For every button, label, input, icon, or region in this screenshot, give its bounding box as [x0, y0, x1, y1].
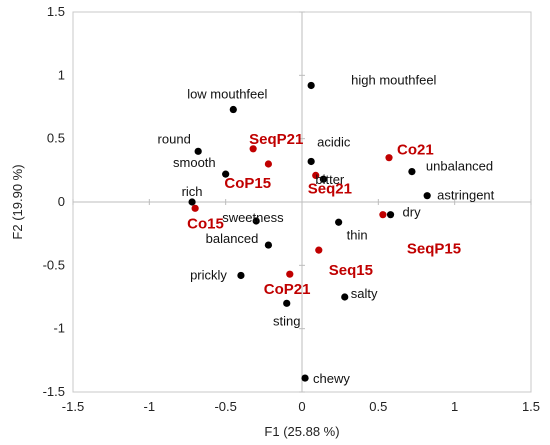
attribute-label-dry: dry: [403, 205, 422, 220]
attribute-point-rich: [188, 198, 196, 206]
attribute-point-balanced: [264, 241, 273, 249]
x-axis-title: F1 (25.88 %): [264, 424, 339, 439]
attribute-point-dry: [386, 211, 395, 219]
tick-labels: -1.5 -1 -0.5 0 0.5 1 1.5 -1.5 -1 -0.5 0 0.5 1 1.5: [43, 4, 540, 414]
sample-point-seq21: [312, 171, 320, 179]
attribute-point-chewy: [301, 374, 309, 382]
axes: [72, 11, 532, 393]
sample-point-cop15: [264, 160, 273, 168]
attribute-label-astringent: astringent: [437, 188, 494, 203]
x-tick-label: 1: [451, 399, 458, 414]
attribute-point-low-mouthfeel: [229, 105, 237, 114]
attribute-label-thin: thin: [347, 227, 368, 242]
x-tick-label: 0.5: [369, 399, 387, 414]
attribute-point-bitter: [319, 175, 327, 183]
attribute-label-acidic: acidic: [317, 134, 351, 149]
attribute-label-high-mouthfeel: high mouthfeel: [351, 72, 436, 87]
attribute-label-bitter: bitter: [315, 172, 345, 187]
y-tick-label: 1.5: [47, 4, 65, 19]
sample-label-co15: Co15: [187, 215, 224, 232]
sample-label-seqp15: SeqP15: [407, 241, 461, 258]
attribute-point-acidic: [307, 157, 315, 166]
sample-label-cop15: CoP15: [224, 175, 271, 192]
attribute-label-salty: salty: [351, 286, 378, 301]
attribute-point-prickly: [237, 271, 245, 280]
y-tick-label: -0.5: [43, 257, 65, 272]
sample-label-seq15: Seq15: [329, 262, 373, 279]
attribute-point-sting: [283, 299, 291, 307]
sample-point-co21: [385, 154, 393, 162]
attribute-label-balanced: balanced: [206, 231, 259, 246]
attribute-label-sting: sting: [273, 313, 300, 328]
attribute-label-chewy: chewy: [313, 371, 350, 386]
attribute-point-smooth: [222, 170, 230, 178]
attribute-point-unbalanced: [408, 168, 416, 176]
attribute-point-round: [194, 147, 202, 155]
attribute-point-salty: [341, 293, 349, 301]
attribute-label-rich: rich: [182, 184, 203, 199]
attribute-point-astringent: [423, 192, 431, 200]
sample-label-seqp21: SeqP21: [249, 131, 303, 148]
attribute-point-thin: [335, 218, 343, 226]
x-tick-label: -0.5: [214, 399, 236, 414]
sample-point-seqp15: [379, 211, 387, 219]
sample-label-co21: Co21: [397, 142, 434, 159]
x-tick-label: 1.5: [522, 399, 540, 414]
attribute-label-low-mouthfeel: low mouthfeel: [187, 87, 267, 102]
attribute-label-prickly: prickly: [190, 267, 227, 282]
sample-point-seqp21: [249, 145, 257, 153]
y-tick-label: 1: [58, 67, 65, 82]
attribute-label-smooth: smooth: [173, 155, 216, 170]
attribute-point-high-mouthfeel: [307, 81, 315, 90]
sample-label-cop21: CoP21: [264, 281, 311, 298]
sample-point-cop21: [286, 270, 294, 278]
x-tick-label: -1.5: [62, 399, 84, 414]
attribute-label-unbalanced: unbalanced: [426, 159, 493, 174]
point-labels: low mouthfeel high mouthfeel round smooth ri…: [158, 72, 495, 386]
x-tick-label: 0: [298, 399, 305, 414]
x-tick-label: -1: [144, 399, 156, 414]
y-tick-label: -1.5: [43, 384, 65, 399]
y-tick-label: 0.5: [47, 131, 65, 146]
sample-label-seq21: Seq21: [308, 180, 352, 197]
sample-point-co15: [191, 204, 199, 212]
sample-point-seq15: [315, 246, 323, 254]
y-tick-label: -1: [53, 321, 65, 336]
y-axis-title: F2 (19.90 %): [10, 164, 25, 239]
y-tick-label: 0: [58, 194, 65, 209]
attribute-point-sweetness: [252, 217, 260, 225]
attribute-label-sweetness: sweetness: [222, 210, 284, 225]
data-points: [188, 81, 431, 382]
attribute-label-round: round: [158, 131, 191, 146]
